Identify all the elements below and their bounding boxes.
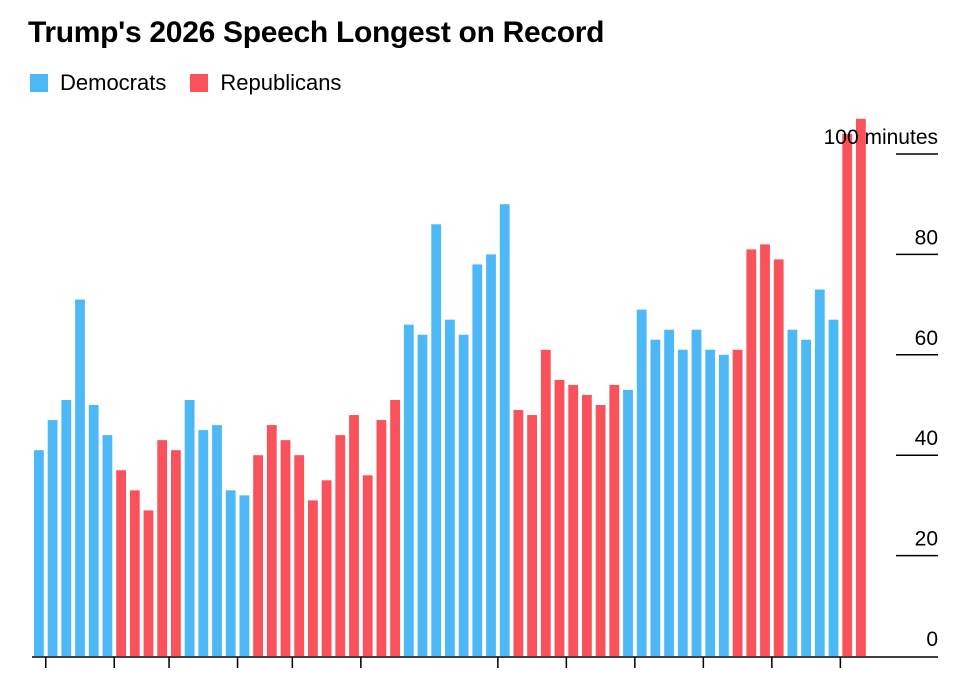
- y-tick-label: 60: [915, 327, 938, 350]
- legend-item-republicans: Republicans: [190, 70, 341, 96]
- bar-democrats: [445, 319, 455, 656]
- chart-title: Trump's 2026 Speech Longest on Record: [28, 16, 605, 49]
- bar-democrats: [212, 425, 222, 656]
- y-tick-label: 80: [915, 226, 938, 249]
- bar-republicans: [280, 440, 291, 656]
- y-tick-label: 100 minutes: [824, 126, 938, 149]
- bar-democrats: [403, 324, 414, 656]
- bar-democrats: [198, 430, 209, 656]
- bar-republicans: [253, 455, 263, 656]
- bar-republicans: [362, 475, 373, 656]
- bar-democrats: [705, 349, 716, 656]
- bar-democrats: [814, 289, 825, 656]
- bar-democrats: [61, 399, 72, 656]
- bar-republicans: [609, 384, 620, 656]
- bar-republicans: [842, 133, 853, 657]
- bars-group: [34, 118, 866, 657]
- bar-republicans: [116, 470, 126, 656]
- bar-republicans: [171, 450, 181, 656]
- legend: Democrats Republicans: [30, 70, 365, 96]
- bar-democrats: [417, 334, 428, 656]
- bar-democrats: [431, 224, 442, 656]
- bar-republicans: [746, 249, 757, 656]
- x-axis-group: [32, 656, 938, 668]
- bar-republicans: [856, 118, 866, 657]
- legend-swatch-democrats: [30, 74, 48, 92]
- y-tick-label: 40: [915, 427, 938, 450]
- bar-democrats: [75, 299, 85, 656]
- bar-democrats: [184, 399, 195, 656]
- bar-democrats: [88, 405, 99, 656]
- y-tick-label: 0: [926, 628, 938, 651]
- bar-republicans: [308, 500, 318, 656]
- bar-democrats: [636, 309, 647, 656]
- bar-republicans: [266, 425, 277, 656]
- bar-republicans: [582, 394, 592, 656]
- bar-republicans: [129, 490, 140, 656]
- bar-democrats: [801, 339, 811, 656]
- bar-republicans: [773, 259, 784, 656]
- legend-label-democrats: Democrats: [60, 70, 167, 95]
- bar-republicans: [760, 244, 770, 657]
- bar-democrats: [47, 420, 58, 656]
- bar-republicans: [349, 415, 359, 656]
- bar-republicans: [513, 410, 524, 656]
- bar-republicans: [321, 480, 332, 656]
- legend-label-republicans: Republicans: [220, 70, 342, 95]
- bar-republicans: [595, 405, 606, 656]
- bar-republicans: [527, 415, 537, 656]
- bar-republicans: [335, 435, 346, 656]
- bar-democrats: [691, 329, 702, 656]
- bar-democrats: [239, 495, 250, 656]
- bar-republicans: [143, 510, 154, 656]
- bar-democrats: [486, 254, 496, 656]
- bar-republicans: [390, 399, 400, 656]
- bar-democrats: [472, 264, 483, 656]
- bar-democrats: [677, 349, 688, 656]
- bar-republicans: [540, 349, 551, 656]
- bar-republicans: [568, 384, 579, 656]
- bar-republicans: [732, 349, 743, 656]
- legend-swatch-republicans: [190, 74, 209, 92]
- bar-republicans: [554, 379, 565, 656]
- y-tick-label: 20: [915, 528, 938, 551]
- bar-democrats: [787, 329, 798, 656]
- bar-democrats: [623, 389, 633, 656]
- bar-democrats: [664, 329, 674, 656]
- bar-republicans: [376, 420, 387, 656]
- bar-democrats: [102, 435, 113, 656]
- bar-democrats: [719, 354, 729, 656]
- bar-republicans: [157, 440, 168, 656]
- bar-democrats: [458, 334, 469, 656]
- bar-democrats: [34, 450, 44, 656]
- bar-democrats: [499, 204, 510, 656]
- bar-democrats: [828, 319, 839, 656]
- bar-democrats: [225, 490, 236, 656]
- bar-republicans: [294, 455, 305, 656]
- bar-democrats: [650, 339, 661, 656]
- y-axis-group: 0 20 40 60 80 100 minutes: [824, 126, 938, 651]
- legend-item-democrats: Democrats: [30, 70, 166, 96]
